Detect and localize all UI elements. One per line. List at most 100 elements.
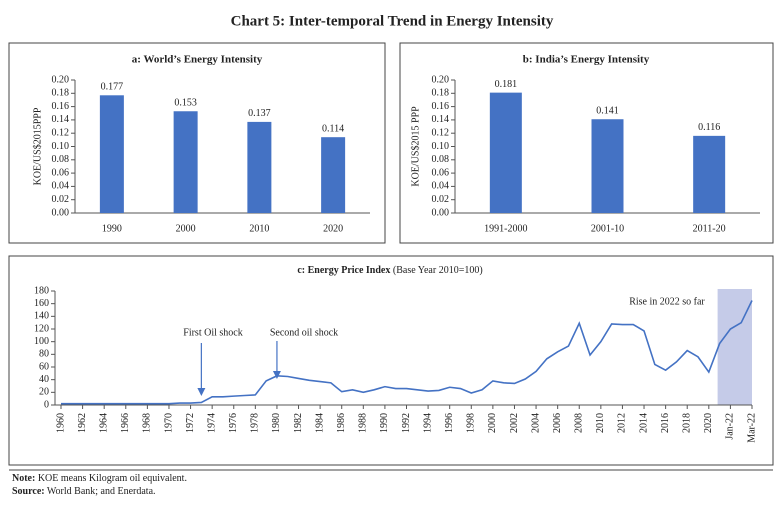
- x-tick-label: 2014: [638, 413, 649, 433]
- y-tick-label: 0.16: [52, 101, 70, 112]
- y-tick-label: 0.02: [52, 194, 70, 205]
- x-tick-label: 1992: [401, 413, 412, 433]
- y-tick-label: 0.20: [52, 74, 70, 85]
- panel-title: a: World’s Energy Intensity: [132, 54, 263, 66]
- x-tick-label: 2000: [176, 223, 196, 234]
- y-tick-label: 0.20: [432, 74, 450, 85]
- y-tick-label: 180: [34, 285, 49, 296]
- y-tick-label: 160: [34, 298, 49, 309]
- y-tick-label: 0.08: [52, 154, 70, 165]
- bar: [693, 135, 726, 213]
- x-tick-label: Mar-22: [746, 413, 757, 443]
- x-tick-label: 1990: [379, 413, 390, 433]
- panel-frame: [8, 42, 386, 244]
- y-tick-label: 0.10: [432, 141, 450, 152]
- annotation-arrowhead: [272, 371, 281, 379]
- annotation-arrowhead: [197, 388, 206, 396]
- x-tick-label: 1991-2000: [484, 223, 527, 234]
- x-tick-label: 1960: [55, 413, 66, 433]
- value-label: 0.114: [322, 123, 344, 134]
- y-tick-label: 0: [44, 399, 49, 410]
- y-tick-label: 0.04: [432, 181, 450, 192]
- x-tick-label: 2012: [617, 413, 628, 433]
- y-tick-label: 0.00: [432, 207, 450, 218]
- y-tick-label: 0.14: [52, 114, 70, 125]
- y-tick-label: 40: [39, 374, 49, 385]
- x-tick-label: 1994: [422, 413, 433, 433]
- value-label: 0.116: [698, 122, 720, 133]
- y-tick-label: 0.10: [52, 141, 70, 152]
- y-axis-label: KOE/US$2015 PPP: [410, 106, 421, 187]
- panel-frame: [399, 42, 774, 244]
- y-tick-label: 20: [39, 387, 49, 398]
- panel-title-main: c: Energy Price Index: [297, 265, 390, 276]
- x-tick-label: 1968: [142, 413, 153, 433]
- line-series: [61, 300, 753, 405]
- panel-subtitle: (Base Year 2010=100): [393, 265, 483, 276]
- x-tick-label: 2001-10: [591, 223, 624, 234]
- y-tick-label: 0.18: [52, 88, 70, 99]
- x-tick-label: 2010: [249, 223, 269, 234]
- x-tick-label: 1962: [77, 413, 88, 433]
- x-tick-label: 2010: [595, 413, 606, 433]
- value-label: 0.181: [495, 79, 518, 90]
- x-tick-label: 1976: [228, 413, 239, 433]
- bar: [489, 92, 522, 213]
- y-tick-label: 0.14: [432, 114, 450, 125]
- panel-title: c: Energy Price Index (Base Year 2010=10…: [297, 265, 482, 276]
- y-tick-label: 0.18: [432, 88, 450, 99]
- bar: [173, 111, 198, 213]
- note-label: Note:: [12, 473, 35, 484]
- x-tick-label: 1978: [250, 413, 261, 433]
- source-text: World Bank; and Enerdata.: [47, 486, 156, 497]
- bar: [591, 119, 624, 213]
- value-label: 0.137: [248, 108, 271, 119]
- panel-title: b: India’s Energy Intensity: [523, 54, 650, 66]
- x-tick-label: 1982: [293, 413, 304, 433]
- y-tick-label: 80: [39, 349, 49, 360]
- value-label: 0.141: [596, 106, 619, 117]
- x-tick-label: 2016: [660, 413, 671, 433]
- y-tick-label: 0.06: [52, 167, 70, 178]
- y-tick-label: 0.04: [52, 181, 70, 192]
- panel-frame: [8, 255, 774, 466]
- source-label: Source:: [12, 486, 45, 497]
- bar: [321, 137, 346, 213]
- y-tick-label: 0.00: [52, 207, 70, 218]
- x-tick-label: 1984: [314, 413, 325, 433]
- x-tick-label: 2020: [323, 223, 343, 234]
- annotation: Second oil shock: [270, 327, 338, 338]
- bar: [99, 95, 124, 213]
- x-tick-label: Jan-22: [725, 413, 736, 440]
- x-tick-label: 1966: [120, 413, 131, 433]
- annotation: First Oil shock: [183, 327, 242, 338]
- annotation: Rise in 2022 so far: [629, 296, 705, 307]
- y-tick-label: 0.12: [432, 127, 450, 138]
- source: Source: World Bank; and Enerdata.: [12, 486, 156, 497]
- x-tick-label: 2000: [487, 413, 498, 433]
- x-tick-label: 2004: [530, 413, 541, 433]
- y-tick-label: 0.02: [432, 194, 450, 205]
- x-tick-label: 2011-20: [693, 223, 726, 234]
- page-title: Chart 5: Inter-temporal Trend in Energy …: [231, 13, 554, 29]
- x-tick-label: 1986: [336, 413, 347, 433]
- x-tick-label: 1972: [185, 413, 196, 433]
- x-tick-label: 1970: [163, 413, 174, 433]
- x-tick-label: 2002: [509, 413, 520, 433]
- y-tick-label: 140: [34, 311, 49, 322]
- value-label: 0.177: [101, 82, 124, 93]
- y-tick-label: 0.06: [432, 167, 450, 178]
- x-tick-label: 1964: [98, 413, 109, 433]
- note-text: KOE means Kilogram oil equivalent.: [38, 473, 187, 484]
- x-tick-label: 2006: [552, 413, 563, 433]
- y-tick-label: 120: [34, 323, 49, 334]
- bar: [247, 121, 272, 213]
- y-tick-label: 0.16: [432, 101, 450, 112]
- x-tick-label: 2018: [682, 413, 693, 433]
- x-tick-label: 1998: [466, 413, 477, 433]
- x-tick-label: 2020: [703, 413, 714, 433]
- value-label: 0.153: [174, 98, 197, 109]
- y-tick-label: 60: [39, 361, 49, 372]
- x-tick-label: 2008: [574, 413, 585, 433]
